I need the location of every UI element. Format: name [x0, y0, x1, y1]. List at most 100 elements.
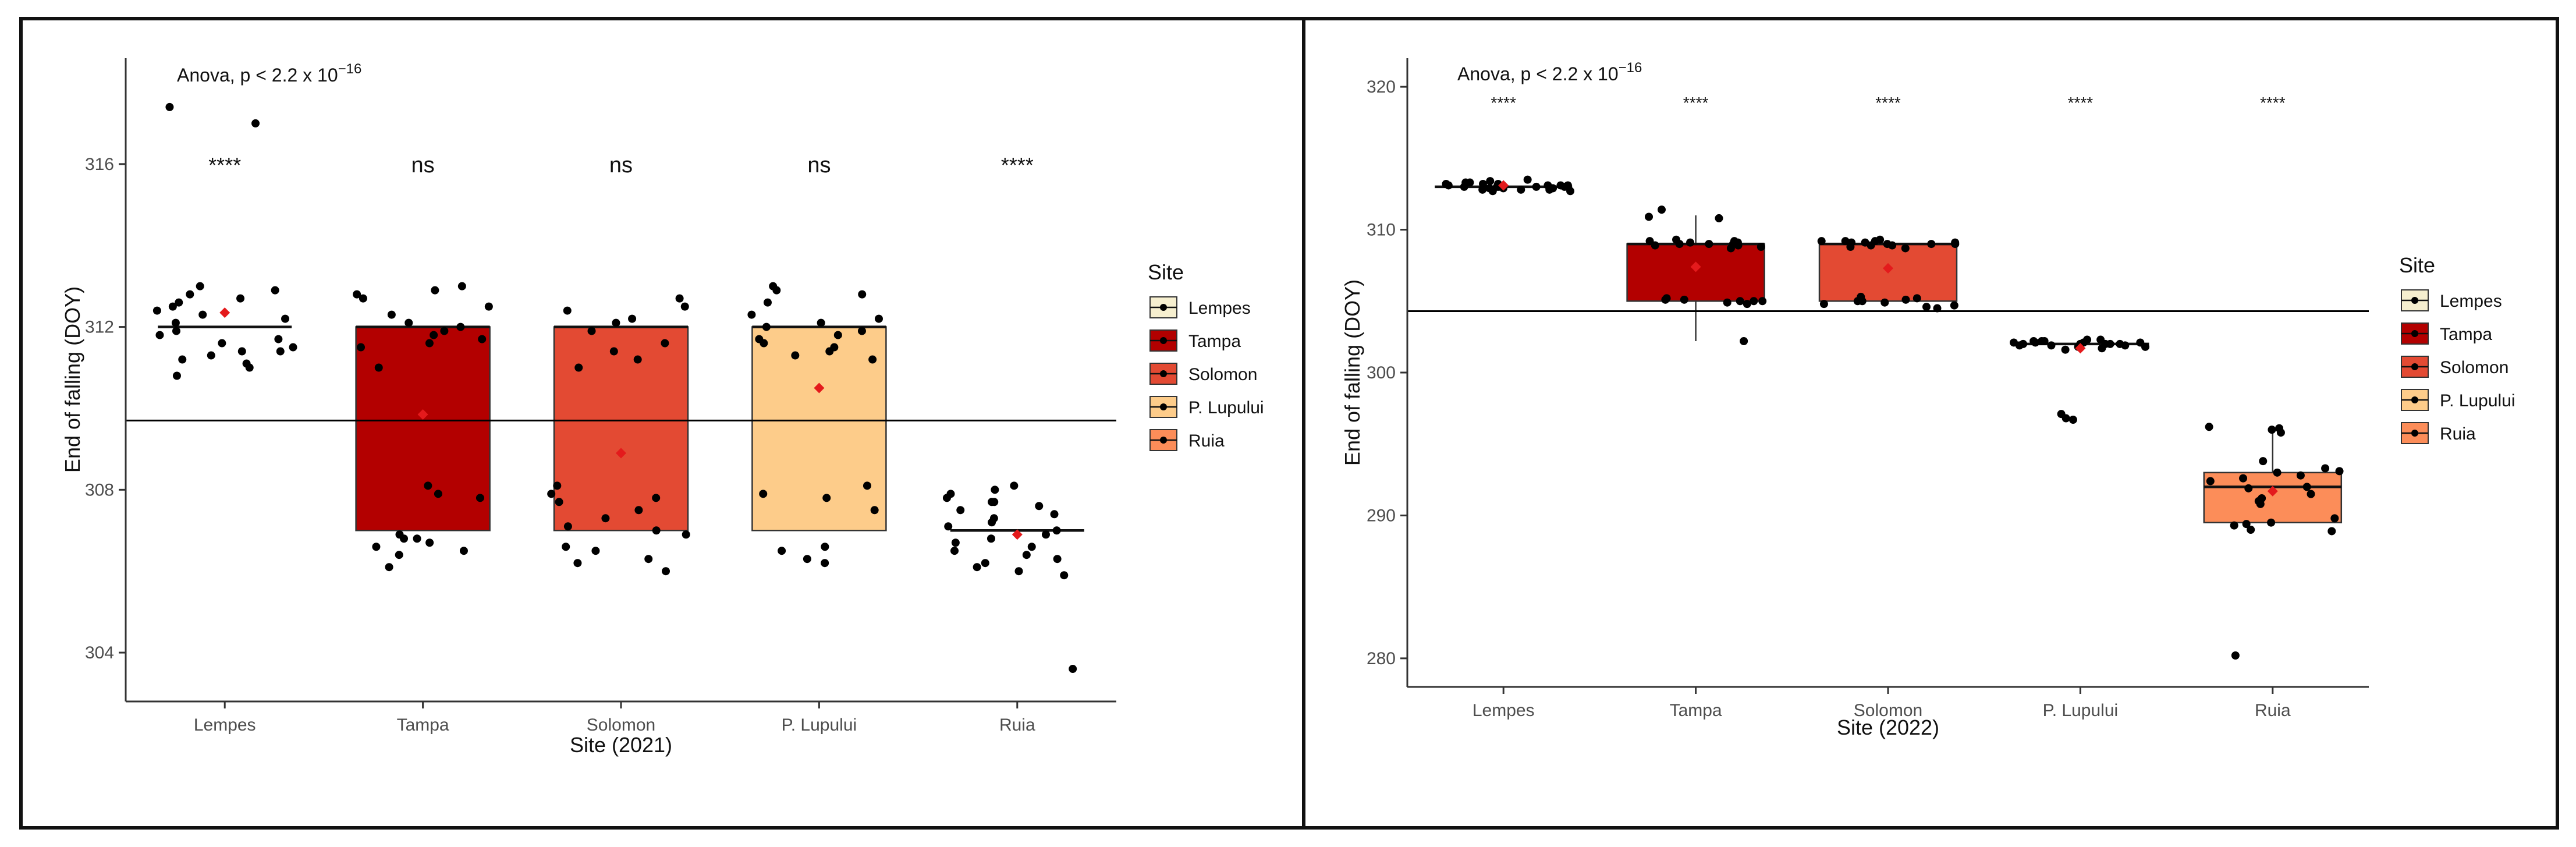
anova-exponent: −16: [338, 61, 362, 77]
data-point: [942, 494, 951, 502]
data-point: [2141, 342, 2150, 351]
data-point: [682, 530, 690, 539]
data-point: [2254, 497, 2263, 505]
mean-point: [1498, 180, 1509, 191]
data-point: [1871, 237, 1879, 246]
data-point: [759, 490, 768, 498]
significance-label: ns: [609, 153, 633, 178]
data-point: [424, 481, 432, 490]
data-point: [2019, 339, 2028, 348]
legend-item: Lempes: [1149, 296, 1251, 318]
data-point: [387, 310, 396, 319]
box-ruia: [2203, 430, 2343, 523]
data-point: [661, 339, 669, 348]
data-point: [2031, 338, 2040, 347]
data-point: [236, 294, 245, 303]
data-point: [2205, 423, 2213, 431]
data-point: [1743, 300, 1751, 309]
y-axis-title: End of falling (DOY): [61, 286, 84, 473]
data-point: [198, 310, 207, 319]
data-point: [196, 282, 204, 290]
data-point: [817, 318, 825, 327]
box-tampa: [355, 325, 491, 531]
data-point: [973, 563, 981, 572]
data-point: [1927, 240, 1936, 249]
data-point: [778, 547, 786, 555]
data-point: [1858, 297, 1867, 306]
legend-item: Lempes: [2401, 289, 2502, 311]
mean-point: [1012, 529, 1023, 540]
data-point: [562, 543, 570, 551]
legend-item: P. Lupului: [2401, 389, 2515, 411]
box-rect: [355, 326, 491, 531]
data-point: [289, 343, 297, 352]
y-tick-label: 280: [1367, 649, 1396, 668]
significance-label: ****: [208, 153, 241, 177]
data-point: [755, 335, 764, 343]
data-point: [563, 522, 572, 531]
data-point: [803, 555, 811, 564]
legend-label: Ruia: [2440, 424, 2476, 444]
legend-item: P. Lupului: [1149, 396, 1264, 418]
data-point: [2242, 520, 2251, 529]
data-point: [207, 351, 215, 360]
data-point: [2259, 457, 2268, 466]
data-point: [456, 323, 465, 331]
legend-swatch-dot: [2411, 330, 2418, 337]
legend-label: Tampa: [2440, 325, 2492, 344]
data-point: [359, 294, 367, 303]
data-point: [1645, 212, 1654, 221]
anova-label: Anova, p < 2.2 x 10−16: [1457, 60, 1642, 84]
data-point: [172, 327, 180, 335]
data-point: [1750, 297, 1758, 306]
data-point: [1053, 555, 1062, 564]
data-point: [644, 555, 653, 564]
data-point: [1680, 295, 1688, 304]
data-point: [1517, 185, 1525, 194]
mean-layer: [1498, 180, 2278, 497]
legend-swatch-dot: [2411, 297, 2418, 304]
box-solomon: [553, 325, 689, 531]
data-point: [555, 498, 563, 506]
data-point: [662, 567, 670, 576]
data-point: [573, 559, 582, 568]
data-point: [1723, 298, 1731, 307]
data-point: [1461, 178, 1470, 187]
data-point: [2068, 416, 2077, 424]
box-rect: [751, 326, 887, 531]
x-tick-label: P. Lupului: [2043, 701, 2119, 720]
x-tick-label: Solomon: [587, 715, 655, 735]
data-point: [944, 522, 953, 531]
panel-2022: 280 290 300 310 320 Lempes Tampa Solomon P. Lup…: [1302, 17, 2559, 830]
data-point: [2330, 514, 2339, 523]
data-point: [868, 355, 877, 364]
data-point: [956, 506, 965, 515]
data-point: [2268, 426, 2276, 434]
legend-swatch-dot: [1160, 304, 1167, 311]
legend-label: Solomon: [2440, 358, 2508, 377]
data-point: [425, 538, 434, 547]
data-point: [1736, 297, 1744, 306]
box-rect: [2203, 472, 2343, 523]
data-point: [2244, 484, 2253, 492]
data-point: [857, 327, 866, 335]
y-tick-label: 304: [85, 643, 114, 662]
data-point: [601, 514, 610, 523]
data-point: [2276, 428, 2285, 437]
data-point: [1444, 181, 1453, 190]
legend-swatch-dot: [1160, 370, 1167, 377]
y-ticks: 280 290 300 310 320: [1367, 77, 1407, 668]
data-point: [2047, 341, 2056, 350]
data-point: [1888, 241, 1897, 250]
data-point: [171, 318, 180, 327]
x-tick-label: Ruia: [2255, 701, 2291, 720]
x-tick-label: Lempes: [194, 715, 256, 735]
data-point: [2267, 518, 2276, 527]
data-point: [1566, 187, 1575, 196]
data-point: [2302, 483, 2311, 491]
data-point: [168, 302, 177, 311]
data-point: [274, 335, 283, 343]
data-point: [858, 290, 867, 299]
